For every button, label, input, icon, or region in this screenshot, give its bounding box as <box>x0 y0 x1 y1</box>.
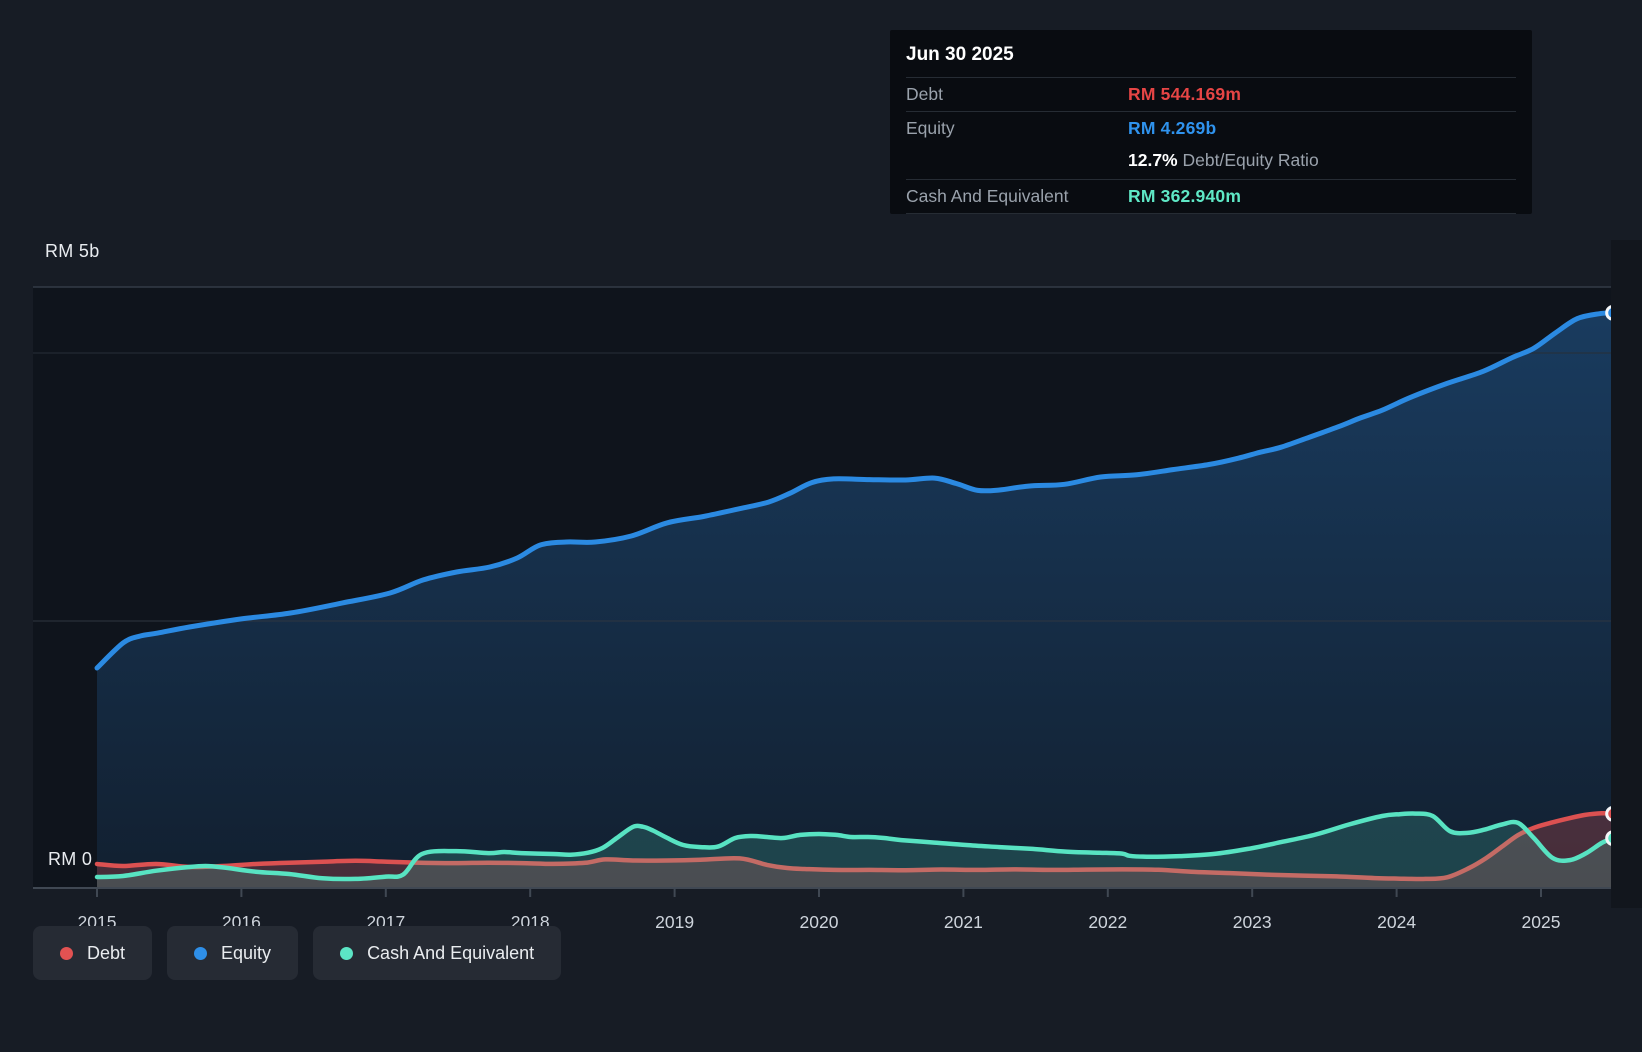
equity-series-dot-icon <box>194 946 208 960</box>
tooltip-cash-label: Cash And Equivalent <box>906 186 1069 206</box>
tooltip-ratio-value: 12.7% <box>1128 150 1178 170</box>
x-axis-label-2022: 2022 <box>1088 912 1128 932</box>
tooltip-debt-value: RM 544.169m <box>1128 84 1242 104</box>
tooltip-cash-value: RM 362.940m <box>1128 186 1242 206</box>
series-end-marker <box>1605 830 1611 846</box>
tooltip-debt-label: Debt <box>906 84 943 104</box>
legend-debt-label: Debt <box>87 942 126 963</box>
series-end-marker <box>1605 806 1611 822</box>
legend-item-cash[interactable]: Cash And Equivalent <box>313 926 562 980</box>
tooltip-ratio-label: Debt/Equity Ratio <box>1182 150 1319 170</box>
tooltip-equity-value: RM 4.269b <box>1128 118 1217 138</box>
x-axis-label-2023: 2023 <box>1232 912 1272 932</box>
debt-series-dot-icon <box>60 946 73 960</box>
legend-equity-label: Equity <box>221 942 272 963</box>
tooltip-row-debt: Debt RM 544.169m <box>906 78 1516 112</box>
legend-cash-label: Cash And Equivalent <box>367 942 535 963</box>
tooltip-row-equity: Equity RM 4.269b <box>906 112 1516 145</box>
chart-tooltip: Jun 30 2025 Debt RM 544.169m Equity RM 4… <box>890 30 1532 214</box>
x-axis-label-2019: 2019 <box>655 912 695 932</box>
x-axis-label-2025: 2025 <box>1521 912 1561 932</box>
legend-item-equity[interactable]: Equity <box>167 926 299 980</box>
cash-series-dot-icon <box>340 946 354 960</box>
series-end-marker <box>1605 305 1611 321</box>
x-axis-label-2021: 2021 <box>943 912 983 932</box>
y-axis-label-top: RM 5b <box>45 241 100 261</box>
chart-legend: Debt Equity Cash And Equivalent <box>33 926 562 980</box>
y-axis-label-zero: RM 0 <box>48 849 93 869</box>
tooltip-row-cash: Cash And Equivalent RM 362.940m <box>906 180 1516 214</box>
x-axis-label-2024: 2024 <box>1377 912 1417 932</box>
x-axis-label-2020: 2020 <box>799 912 839 932</box>
tooltip-equity-label: Equity <box>906 118 955 138</box>
tooltip-ratio-row: 12.7% Debt/Equity Ratio <box>906 145 1516 180</box>
tooltip-date: Jun 30 2025 <box>906 30 1516 78</box>
legend-item-debt[interactable]: Debt <box>33 926 153 980</box>
